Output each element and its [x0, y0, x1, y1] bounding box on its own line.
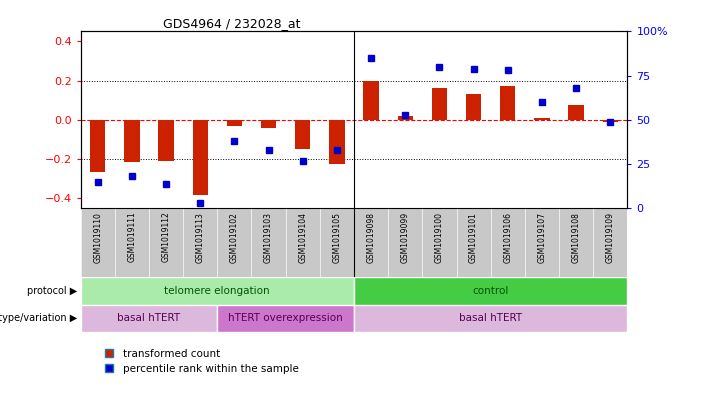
- Text: basal hTERT: basal hTERT: [459, 313, 522, 323]
- Bar: [124, 120, 139, 162]
- Text: basal hTERT: basal hTERT: [117, 313, 181, 323]
- Text: GSM1019103: GSM1019103: [264, 212, 273, 263]
- Text: genotype/variation ▶: genotype/variation ▶: [0, 313, 77, 323]
- Text: telomere elongation: telomere elongation: [165, 286, 270, 296]
- Bar: [397, 116, 413, 120]
- Text: GSM1019098: GSM1019098: [367, 212, 376, 263]
- Text: GDS4964 / 232028_at: GDS4964 / 232028_at: [163, 17, 300, 30]
- Bar: [261, 120, 276, 128]
- Legend: transformed count, percentile rank within the sample: transformed count, percentile rank withi…: [100, 344, 303, 378]
- Bar: [466, 94, 482, 120]
- Bar: [603, 120, 618, 122]
- Bar: [329, 120, 345, 164]
- Bar: [354, 277, 627, 305]
- Text: GSM1019101: GSM1019101: [469, 212, 478, 263]
- Text: hTERT overexpression: hTERT overexpression: [229, 313, 343, 323]
- Text: protocol ▶: protocol ▶: [27, 286, 77, 296]
- Bar: [354, 305, 627, 332]
- Bar: [363, 81, 379, 120]
- Bar: [534, 118, 550, 120]
- Text: GSM1019100: GSM1019100: [435, 212, 444, 263]
- Text: GSM1019099: GSM1019099: [401, 212, 410, 263]
- Bar: [569, 105, 584, 120]
- Bar: [81, 305, 217, 332]
- Bar: [90, 120, 105, 172]
- Text: GSM1019105: GSM1019105: [332, 212, 341, 263]
- Text: GSM1019102: GSM1019102: [230, 212, 239, 263]
- Text: GSM1019104: GSM1019104: [298, 212, 307, 263]
- Bar: [500, 86, 515, 120]
- Bar: [193, 120, 208, 195]
- Text: GSM1019106: GSM1019106: [503, 212, 512, 263]
- Text: GSM1019109: GSM1019109: [606, 212, 615, 263]
- Text: GSM1019113: GSM1019113: [196, 212, 205, 263]
- Bar: [81, 277, 354, 305]
- Text: GSM1019111: GSM1019111: [128, 212, 137, 263]
- Bar: [295, 120, 311, 149]
- Text: GSM1019107: GSM1019107: [538, 212, 547, 263]
- Bar: [217, 305, 354, 332]
- Text: control: control: [472, 286, 509, 296]
- Bar: [226, 120, 242, 126]
- Text: GSM1019112: GSM1019112: [161, 212, 170, 263]
- Text: GSM1019110: GSM1019110: [93, 212, 102, 263]
- Text: GSM1019108: GSM1019108: [571, 212, 580, 263]
- Bar: [432, 88, 447, 120]
- Bar: [158, 120, 174, 161]
